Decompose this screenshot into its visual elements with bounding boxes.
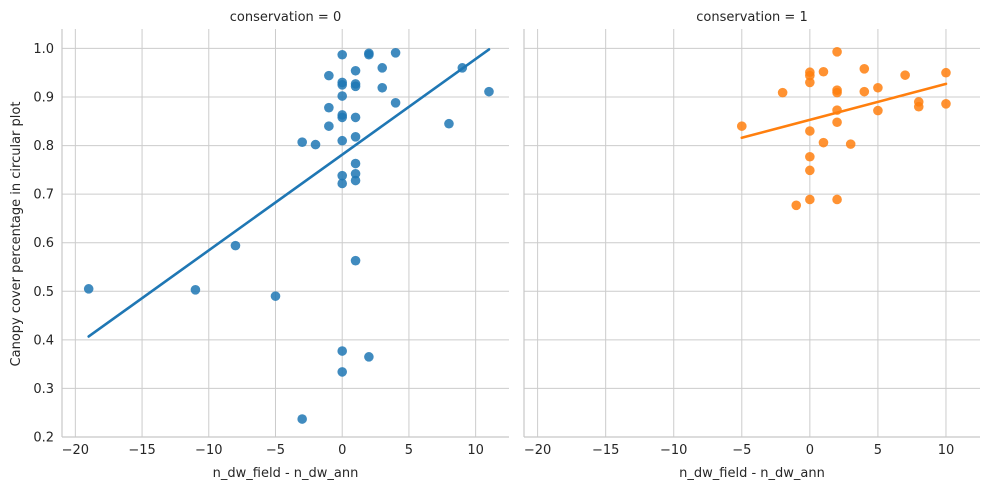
data-point [873,105,883,116]
data-point [364,49,374,60]
x-tick-label: 5 [405,443,413,458]
x-tick-label: 0 [806,443,814,458]
y-tick-label: 0.6 [33,236,54,251]
data-point [832,117,842,128]
y-tick-label: 0.2 [33,431,54,446]
data-point [337,91,348,101]
data-point [941,99,951,109]
data-point [805,70,815,81]
y-tick-label: 0.8 [33,139,54,154]
x-tick-label: 10 [467,443,484,458]
panel-conservation-1: −20 −15 −10 −5 0 5 10 n_dw_field - n_dw_ann cons… [523,10,980,481]
data-point [805,165,815,176]
data-point [350,81,361,92]
data-point [873,82,883,93]
data-point [297,414,307,424]
data-point [390,48,401,58]
data-point [484,86,494,97]
data-point [337,80,348,90]
data-point [736,121,747,131]
x-tick-label: −20 [524,443,551,458]
data-point [859,86,870,97]
data-point [337,178,348,189]
data-point [230,240,241,251]
y-tick-label: 0.3 [33,382,54,397]
data-point [324,102,334,113]
data-point [364,352,374,362]
data-point [900,70,910,80]
regression-line [740,82,948,140]
y-tick-label: 0.9 [33,91,54,106]
data-point [818,137,829,148]
data-point [350,168,361,179]
x-tick-label: −15 [128,443,155,458]
data-point [845,139,856,149]
data-point [791,200,802,211]
panel-title: conservation = 0 [230,10,341,25]
data-point [310,139,321,150]
data-point [805,126,815,136]
data-point [337,170,348,181]
data-point [941,67,951,78]
data-point [297,137,307,147]
x-tick-label: −5 [266,443,285,458]
data-point [324,121,334,131]
data-point [805,151,815,162]
data-point [377,82,388,93]
data-point [337,346,348,356]
data-point [377,63,388,73]
y-tick-label: 0.5 [33,285,54,300]
data-point [832,87,842,98]
x-tick-label: −15 [592,443,619,458]
data-point [777,87,788,98]
data-point [859,64,870,74]
x-axis-label: n_dw_field - n_dw_ann [679,466,825,481]
x-tick-label: −10 [660,443,687,458]
x-tick-label: −5 [732,443,751,458]
x-tick-label: −10 [195,443,222,458]
data-point [832,47,842,57]
data-point [337,367,348,377]
data-point [190,285,201,295]
data-point [83,284,94,294]
x-tick-label: −20 [62,443,89,458]
y-tick-label: 0.4 [33,333,54,348]
data-point [350,65,361,76]
data-point [818,66,829,77]
data-point [350,112,361,123]
x-tick-label: 5 [874,443,882,458]
data-point [805,194,815,205]
data-point [337,49,348,60]
panel-title: conservation = 1 [696,10,807,25]
data-point [350,132,361,142]
data-point [832,194,842,205]
x-tick-label: 10 [938,443,955,458]
data-point [350,158,361,169]
y-tick-label: 0.7 [33,188,54,203]
data-point [337,135,348,146]
data-point [350,175,361,186]
panel-conservation-0: −20 −15 −10 −5 0 5 10 0.2 0.3 0.4 0.5 0.6 0.7 0.8 0.9 1… [33,10,509,481]
data-point [805,77,815,88]
x-axis-label: n_dw_field - n_dw_ann [213,466,359,481]
data-point [324,70,334,81]
data-point [444,118,454,129]
y-tick-label: 1.0 [33,42,54,57]
data-point [270,291,281,301]
regression-line [87,48,491,338]
data-point [913,101,924,112]
x-tick-label: 0 [338,443,346,458]
y-axis-label: Canopy cover percentage in circular plot [9,102,24,367]
data-point [337,112,348,123]
data-point [350,255,361,266]
data-point [390,98,401,108]
